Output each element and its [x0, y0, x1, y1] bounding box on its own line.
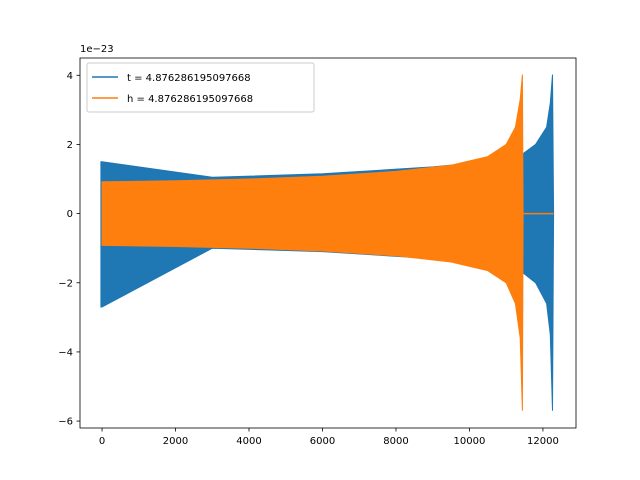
x-tick-label: 2000 — [163, 436, 188, 447]
x-tick-label: 4000 — [236, 436, 261, 447]
y-tick-label: 0 — [67, 209, 73, 220]
y-axis: −6 −4 −2 0 2 4 — [58, 71, 80, 428]
plot-frame — [79, 57, 577, 429]
legend-label-1: h = 4.876286195097668 — [127, 94, 253, 105]
y-tick-label: 2 — [67, 140, 73, 151]
legend: t = 4.876286195097668 h = 4.8762861950976… — [86, 62, 315, 113]
y-tick-label: −2 — [58, 278, 73, 289]
legend-box — [86, 62, 315, 113]
y-tick-label: −6 — [58, 417, 73, 428]
y-tick-label: −4 — [58, 347, 73, 358]
y-offset-label: 1e−23 — [80, 44, 114, 55]
legend-label-0: t = 4.876286195097668 — [127, 73, 251, 84]
x-tick-label: 6000 — [310, 436, 335, 447]
x-axis: 0 2000 4000 6000 8000 10000 12000 — [99, 428, 559, 447]
series-layer — [100, 74, 555, 411]
x-tick-label: 0 — [99, 436, 105, 447]
series-1-envelope — [101, 74, 524, 411]
x-tick-label: 8000 — [383, 436, 408, 447]
x-tick-label: 12000 — [527, 436, 559, 447]
x-tick-label: 10000 — [454, 436, 486, 447]
y-tick-label: 4 — [67, 71, 73, 82]
